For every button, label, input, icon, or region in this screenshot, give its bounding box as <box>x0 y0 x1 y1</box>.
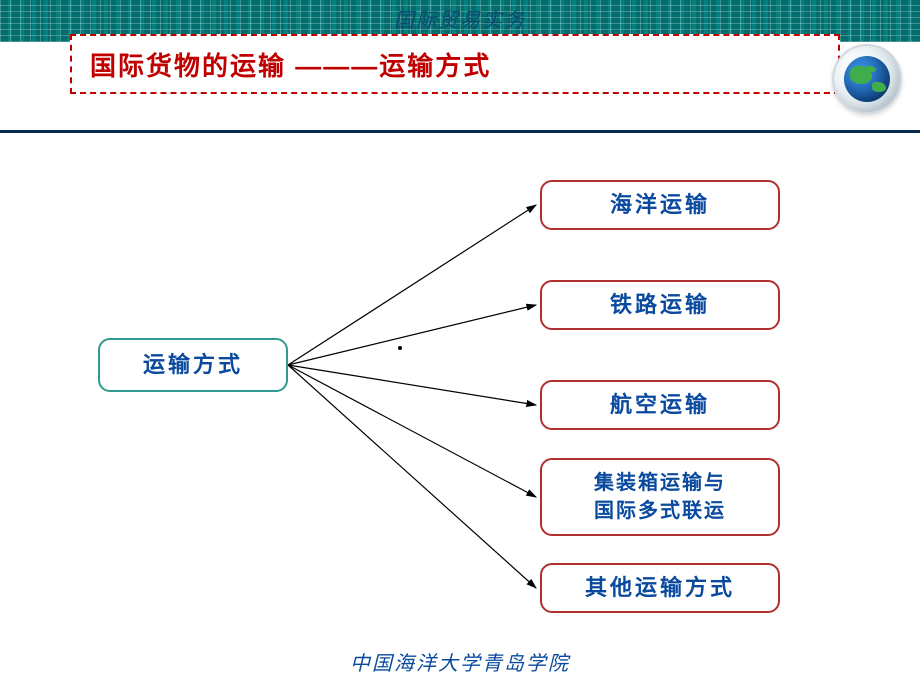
globe-logo <box>832 44 902 114</box>
child-node-4: 其他运输方式 <box>540 563 780 613</box>
child-label-2: 航空运输 <box>610 390 710 421</box>
child-node-0: 海洋运输 <box>540 180 780 230</box>
diagram-area: 运输方式 海洋运输铁路运输航空运输集装箱运输与 国际多式联运其他运输方式 <box>0 140 920 640</box>
globe-icon <box>844 56 890 102</box>
arrow-0 <box>288 205 536 365</box>
root-label: 运输方式 <box>143 350 243 381</box>
child-label-4: 其他运输方式 <box>585 573 735 604</box>
child-label-3: 集装箱运输与 国际多式联运 <box>594 469 726 525</box>
child-node-2: 航空运输 <box>540 380 780 430</box>
slide-title-box: 国际货物的运输 ―――运输方式 <box>70 34 840 94</box>
course-name: 国际贸易实务 <box>0 4 920 33</box>
arrow-1 <box>288 305 536 365</box>
header-underline <box>0 130 920 133</box>
center-dot <box>398 346 402 350</box>
child-node-3: 集装箱运输与 国际多式联运 <box>540 458 780 536</box>
slide-title: 国际货物的运输 ―――运输方式 <box>90 46 491 83</box>
child-label-1: 铁路运输 <box>610 290 710 321</box>
child-node-1: 铁路运输 <box>540 280 780 330</box>
footer-text: 中国海洋大学青岛学院 <box>0 647 920 676</box>
child-label-0: 海洋运输 <box>610 190 710 221</box>
root-node: 运输方式 <box>98 338 288 392</box>
